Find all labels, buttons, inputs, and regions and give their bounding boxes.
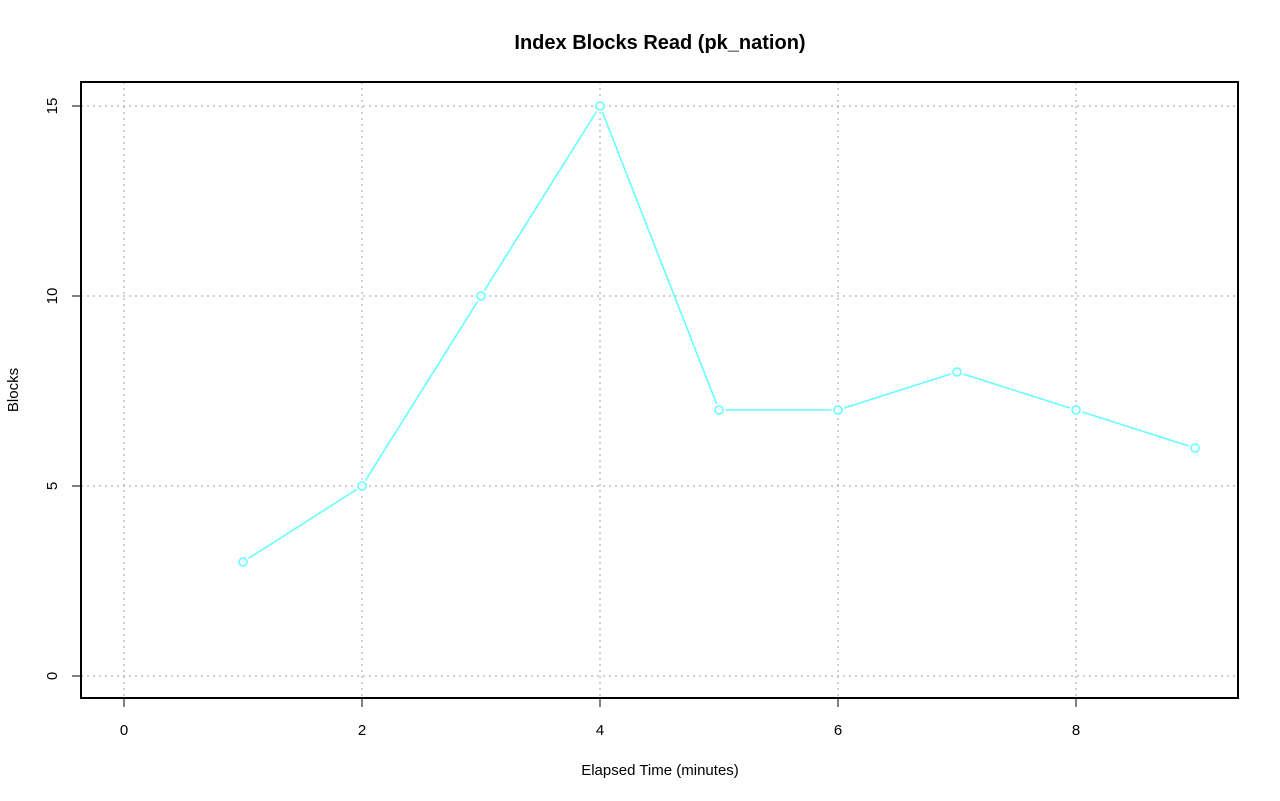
x-tick-label: 8 xyxy=(1072,722,1080,739)
data-point xyxy=(238,557,248,567)
data-point xyxy=(1190,443,1200,453)
x-tick-label: 0 xyxy=(120,722,128,739)
data-point xyxy=(714,405,724,415)
axis-ticks: 0 2 4 6 8 0 5 10 15 xyxy=(44,98,1080,739)
data-point xyxy=(357,481,367,491)
data-point xyxy=(595,101,605,111)
x-tick-label: 4 xyxy=(596,722,604,739)
x-tick-label: 2 xyxy=(358,722,366,739)
plot-frame xyxy=(80,81,1239,699)
data-point xyxy=(476,291,486,301)
y-tick-label: 0 xyxy=(44,672,61,680)
chart-title: Index Blocks Read (pk_nation) xyxy=(514,32,805,54)
x-tick-label: 6 xyxy=(834,722,842,739)
y-tick-label: 15 xyxy=(44,98,61,115)
y-axis-label: Blocks xyxy=(5,368,22,412)
x-axis-label: Elapsed Time (minutes) xyxy=(581,762,739,779)
series-group xyxy=(236,99,1202,569)
data-point xyxy=(952,367,962,377)
grid-lines xyxy=(81,82,1238,698)
data-point xyxy=(1071,405,1081,415)
y-tick-label: 5 xyxy=(44,482,61,490)
data-point xyxy=(833,405,843,415)
y-tick-label: 10 xyxy=(44,288,61,305)
